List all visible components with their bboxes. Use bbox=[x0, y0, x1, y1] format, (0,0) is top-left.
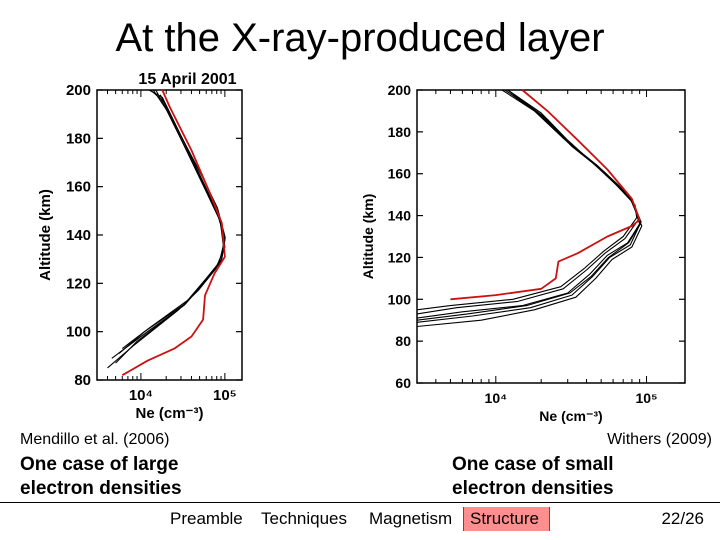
right-xtick-label: 10⁴ bbox=[485, 390, 508, 406]
right-xtick-label: 10⁵ bbox=[635, 390, 657, 406]
left-ytick-label: 80 bbox=[74, 372, 91, 389]
right-series-line-4 bbox=[416, 93, 638, 311]
right-ytick-label: 160 bbox=[388, 166, 412, 182]
right-description: One case of small electron densities bbox=[452, 454, 614, 499]
right-series-line-6 bbox=[450, 89, 641, 301]
left-ytick-label: 160 bbox=[66, 179, 91, 196]
right-citation: Withers (2009) bbox=[607, 431, 712, 448]
left-chart-svg: 80 100 120 140 160 180 200 10⁴ 10⁵ Ne (cm⁻³) Altit… bbox=[37, 71, 243, 422]
left-profile-chart: 80 100 120 140 160 180 200 10⁴ 10⁵ Ne (cm⁻³) Altit… bbox=[30, 60, 270, 430]
left-citation: Mendillo et al. (2006) bbox=[20, 431, 170, 448]
left-ytick-label: 100 bbox=[66, 324, 91, 341]
nav-item-preamble[interactable]: Preamble bbox=[170, 509, 243, 528]
nav-item-techniques[interactable]: Techniques bbox=[261, 509, 348, 528]
right-series-line-5 bbox=[416, 89, 641, 321]
left-ytick-label: 180 bbox=[66, 130, 91, 147]
right-chart-svg: 60 80 100 120 140 160 180 200 10⁴ 10⁵ Ne (cm⁻³) Alt… bbox=[360, 82, 686, 424]
left-ytick-label: 120 bbox=[66, 275, 91, 292]
left-ylabel: Altitude (km) bbox=[37, 189, 54, 281]
left-ytick-label: 200 bbox=[66, 82, 91, 99]
left-series-line-0 bbox=[115, 89, 226, 364]
left-xtick-label: 10⁵ bbox=[213, 387, 237, 404]
left-xlabel: Ne (cm⁻³) bbox=[136, 405, 204, 422]
right-series-line-1 bbox=[416, 89, 642, 323]
right-xlabel: Ne (cm⁻³) bbox=[539, 408, 602, 424]
right-ylabel: Altitude (km) bbox=[360, 194, 376, 280]
nav-item-structure[interactable]: Structure bbox=[463, 507, 550, 531]
nav-item-magnetism[interactable]: Magnetism bbox=[369, 509, 453, 528]
footer-divider bbox=[0, 502, 720, 503]
right-ytick-label: 100 bbox=[388, 291, 412, 307]
left-ytick-label: 140 bbox=[66, 227, 91, 244]
right-profile-chart: 60 80 100 120 140 160 180 200 10⁴ 10⁵ Ne (cm⁻³) Alt… bbox=[355, 78, 705, 433]
left-series-line-5 bbox=[121, 89, 226, 376]
right-ytick-label: 140 bbox=[388, 208, 412, 224]
right-plot-frame bbox=[416, 89, 686, 384]
right-series-line-3 bbox=[416, 89, 643, 328]
right-series-line-2 bbox=[416, 91, 639, 315]
right-ytick-label: 180 bbox=[388, 124, 412, 140]
right-ytick-label: 200 bbox=[388, 82, 412, 98]
right-ytick-label: 80 bbox=[395, 333, 411, 349]
right-series-line-0 bbox=[416, 89, 641, 319]
page-number: 22/26 bbox=[661, 509, 704, 528]
left-xtick-label: 10⁴ bbox=[129, 387, 153, 404]
left-description: One case of large electron densities bbox=[20, 454, 182, 499]
left-series-line-3 bbox=[107, 89, 225, 369]
right-ytick-label: 120 bbox=[388, 249, 412, 265]
right-ytick-label: 60 bbox=[395, 375, 411, 391]
left-plot-frame bbox=[96, 89, 243, 381]
left-series-line-4 bbox=[121, 94, 226, 350]
slide-title: At the X-ray-produced layer bbox=[115, 16, 605, 60]
left-chart-title: 15 April 2001 bbox=[138, 71, 236, 88]
